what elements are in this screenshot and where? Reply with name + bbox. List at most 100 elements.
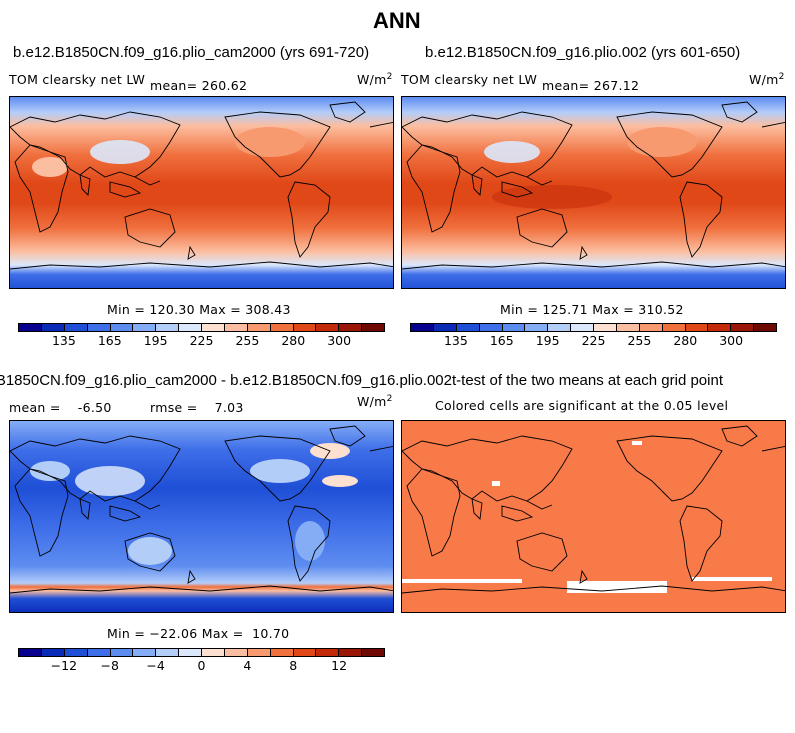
panel3-colorbar-ticks: −12 −8 −4 0 4 8 12 — [18, 658, 385, 674]
colorbar-swatch — [708, 324, 732, 331]
panel4-subtitle: Colored cells are significant at the 0.0… — [435, 398, 729, 413]
panel3-stats: Min = −22.06 Max = 10.70 — [107, 626, 290, 641]
colorbar-swatch — [662, 324, 686, 331]
colorbar-swatch — [293, 324, 317, 331]
colorbar-swatch — [41, 649, 65, 656]
panel2-mean-label: mean= 267.12 — [542, 78, 640, 93]
colorbar-tick-label: 255 — [627, 333, 652, 348]
panel3-rmse-label: rmse = 7.03 — [150, 400, 244, 415]
panel1-stats: Min = 120.30 Max = 308.43 — [107, 302, 291, 317]
colorbar-swatch — [110, 649, 134, 656]
colorbar-tick-label: −4 — [146, 658, 165, 673]
colorbar-swatch — [110, 324, 134, 331]
colorbar-tick-label: −8 — [100, 658, 119, 673]
panel3-mean-label: mean = -6.50 — [9, 400, 112, 415]
panel3-title-clip: b.e12.B1850CN.f09_g16.plio_cam2000 - b.e… — [0, 372, 452, 392]
colorbar-tick-label: 0 — [197, 658, 206, 673]
colorbar-tick-label: 12 — [331, 658, 348, 673]
panel1-units-sup: 2 — [386, 72, 393, 82]
panel3-units-text: W/m — [357, 394, 387, 410]
panel2-units: W/m2 — [749, 72, 785, 87]
colorbar-swatch — [247, 649, 271, 656]
colorbar-tick-label: 195 — [143, 333, 168, 348]
panel3-colorbar — [18, 648, 385, 657]
colorbar-swatch — [202, 649, 225, 656]
colorbar-swatch — [41, 324, 65, 331]
colorbar-swatch — [87, 324, 111, 331]
colorbar-swatch — [224, 324, 248, 331]
colorbar-swatch — [362, 324, 384, 331]
colorbar-swatch — [754, 324, 776, 331]
colorbar-swatch — [64, 324, 88, 331]
panel3-map — [9, 420, 394, 613]
colorbar-swatch — [247, 324, 271, 331]
colorbar-swatch — [316, 649, 340, 656]
colorbar-swatch — [525, 324, 549, 331]
colorbar-tick-label: 4 — [243, 658, 252, 673]
panel2-variable-label: TOM clearsky net LW — [401, 72, 538, 87]
panel2-units-sup: 2 — [778, 72, 785, 82]
panel4-map — [401, 420, 786, 613]
colorbar-swatch — [433, 324, 457, 331]
panel1-colorbar-ticks: 135 165 195 225 255 280 300 — [18, 333, 385, 349]
colorbar-swatch — [202, 324, 225, 331]
panel3-units-sup: 2 — [386, 394, 393, 404]
colorbar-swatch — [19, 324, 42, 331]
colorbar-tick-label: 300 — [719, 333, 744, 348]
colorbar-swatch — [133, 649, 157, 656]
colorbar-swatch — [456, 324, 480, 331]
colorbar-swatch — [571, 324, 594, 331]
colorbar-swatch — [224, 649, 248, 656]
colorbar-swatch — [133, 324, 157, 331]
panel1-title: b.e12.B1850CN.f09_g16.plio_cam2000 (yrs … — [13, 44, 370, 61]
colorbar-swatch — [316, 324, 340, 331]
colorbar-swatch — [64, 649, 88, 656]
colorbar-swatch — [502, 324, 526, 331]
colorbar-swatch — [293, 649, 317, 656]
colorbar-tick-label: 135 — [51, 333, 76, 348]
colorbar-tick-label: 255 — [235, 333, 260, 348]
colorbar-swatch — [339, 324, 363, 331]
panel1-units: W/m2 — [357, 72, 393, 87]
panel2-map — [401, 96, 786, 289]
colorbar-swatch — [270, 324, 294, 331]
colorbar-tick-label: 225 — [189, 333, 214, 348]
colorbar-swatch — [411, 324, 434, 331]
panel2-stats: Min = 125.71 Max = 310.52 — [500, 302, 684, 317]
colorbar-tick-label: 280 — [281, 333, 306, 348]
colorbar-tick-label: 8 — [289, 658, 298, 673]
colorbar-tick-label: 165 — [97, 333, 122, 348]
panel1-map — [9, 96, 394, 289]
colorbar-tick-label: 280 — [673, 333, 698, 348]
colorbar-swatch — [639, 324, 663, 331]
colorbar-swatch — [179, 324, 202, 331]
colorbar-swatch — [616, 324, 640, 331]
panel3-title: b.e12.B1850CN.f09_g16.plio_cam2000 - b.e… — [0, 372, 452, 389]
colorbar-swatch — [339, 649, 363, 656]
colorbar-tick-label: 300 — [327, 333, 352, 348]
colorbar-swatch — [594, 324, 617, 331]
colorbar-swatch — [156, 324, 180, 331]
colorbar-swatch — [87, 649, 111, 656]
colorbar-swatch — [685, 324, 709, 331]
colorbar-swatch — [479, 324, 503, 331]
colorbar-swatch — [19, 649, 42, 656]
panel1-variable-label: TOM clearsky net LW — [9, 72, 146, 87]
figure-title: ANN — [373, 8, 421, 33]
colorbar-tick-label: 165 — [489, 333, 514, 348]
colorbar-tick-label: 135 — [443, 333, 468, 348]
colorbar-tick-label: 195 — [535, 333, 560, 348]
colorbar-swatch — [179, 649, 202, 656]
colorbar-swatch — [270, 649, 294, 656]
colorbar-swatch — [362, 649, 384, 656]
colorbar-swatch — [156, 649, 180, 656]
panel2-colorbar — [410, 323, 777, 332]
panel4-title: t-test of the two means at each grid poi… — [452, 372, 723, 389]
colorbar-swatch — [731, 324, 755, 331]
panel1-units-text: W/m — [357, 72, 387, 88]
colorbar-swatch — [548, 324, 572, 331]
panel2-units-text: W/m — [749, 72, 779, 88]
panel2-colorbar-ticks: 135 165 195 225 255 280 300 — [410, 333, 777, 349]
panel3-units: W/m2 — [357, 394, 393, 409]
colorbar-tick-label: 225 — [581, 333, 606, 348]
